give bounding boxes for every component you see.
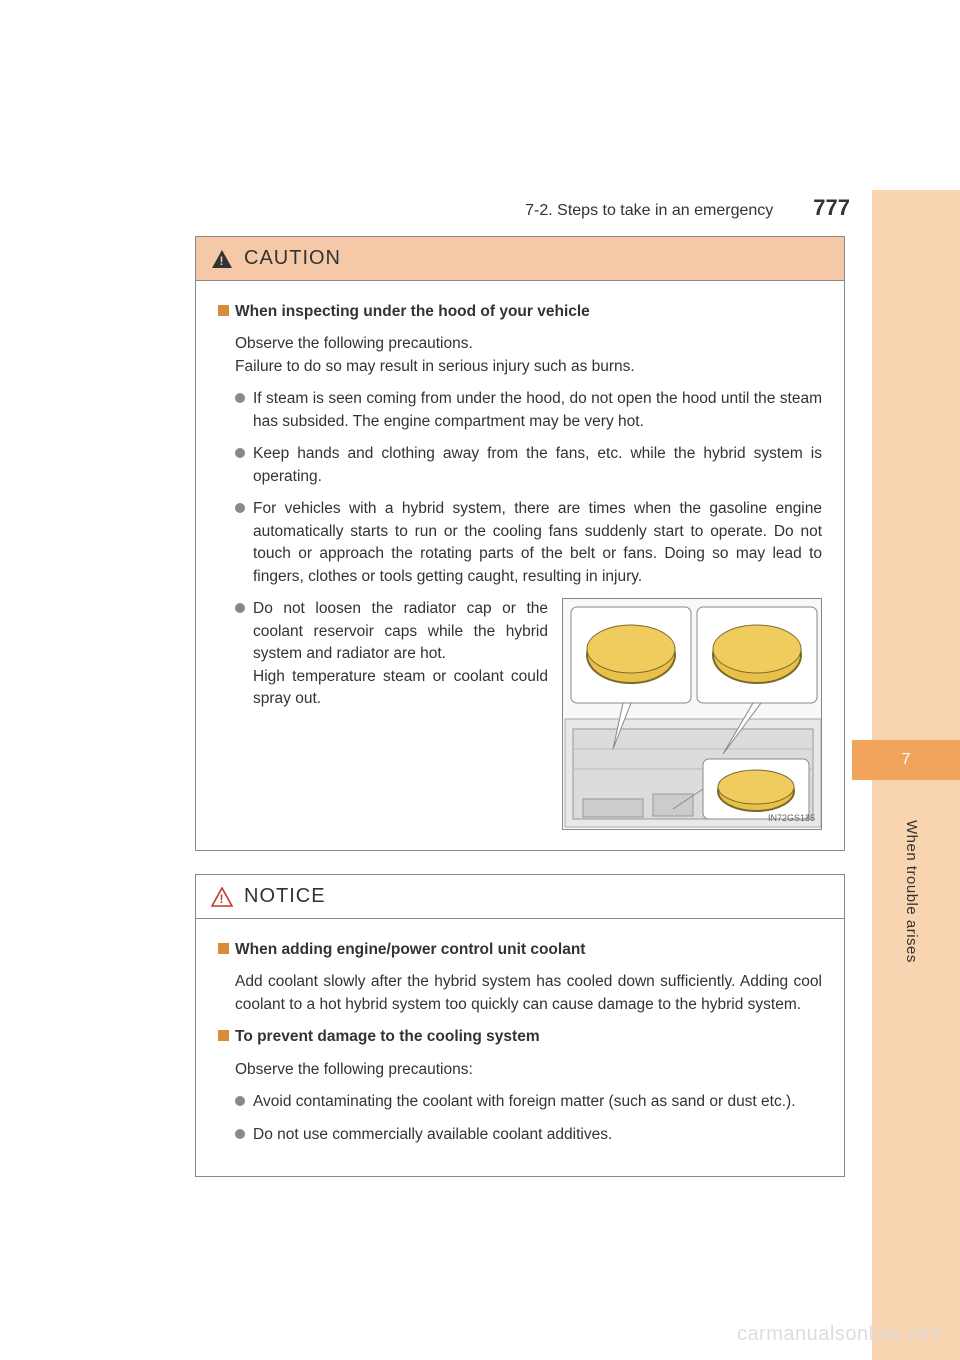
round-bullet-icon xyxy=(235,448,245,458)
warning-icon: ! xyxy=(210,247,234,271)
round-bullet-icon xyxy=(235,503,245,513)
round-bullet-icon xyxy=(235,393,245,403)
square-bullet-icon xyxy=(218,943,229,954)
caution-bullet-4-row: Do not loosen the radiator cap or the co… xyxy=(235,598,822,830)
chapter-tab: 7 xyxy=(852,740,960,780)
section-title: 7-2. Steps to take in an emergency xyxy=(525,202,773,220)
notice-header: ! NOTICE xyxy=(196,875,844,919)
notice-para-2: Observe the following precautions: xyxy=(235,1059,822,1081)
notice-para-1: Add coolant slowly after the hybrid syst… xyxy=(235,971,822,1016)
bullet-text: If steam is seen coming from under the h… xyxy=(253,388,822,433)
heading-text: To prevent damage to the cooling system xyxy=(235,1026,540,1048)
square-bullet-icon xyxy=(218,305,229,316)
caution-body: When inspecting under the hood of your v… xyxy=(196,281,844,850)
notice-heading-1: When adding engine/power control unit co… xyxy=(218,939,822,961)
bullet-text: Keep hands and clothing away from the fa… xyxy=(253,443,822,488)
notice-body: When adding engine/power control unit co… xyxy=(196,919,844,1176)
heading-text: When adding engine/power control unit co… xyxy=(235,939,585,961)
notice-bullet-2: Do not use commercially available coolan… xyxy=(235,1124,822,1146)
caution-intro: Observe the following precautions. Failu… xyxy=(235,333,822,378)
caution-heading-1: When inspecting under the hood of your v… xyxy=(218,301,822,323)
caution-bullet-3: For vehicles with a hybrid system, there… xyxy=(235,498,822,588)
heading-text: When inspecting under the hood of your v… xyxy=(235,301,590,323)
square-bullet-icon xyxy=(218,1030,229,1041)
round-bullet-icon xyxy=(235,1096,245,1106)
bullet-text: Do not use commercially available coolan… xyxy=(253,1124,822,1146)
caution-bullet-4-text: Do not loosen the radiator cap or the co… xyxy=(235,598,548,712)
page-number: 777 xyxy=(813,195,850,221)
notice-bullet-1: Avoid contaminating the coolant with for… xyxy=(235,1091,822,1113)
notice-heading-2: To prevent damage to the cooling system xyxy=(218,1026,822,1048)
warning-outline-icon: ! xyxy=(210,885,234,909)
round-bullet-icon xyxy=(235,603,245,613)
svg-text:!: ! xyxy=(220,892,225,906)
watermark: carmanualsonline.info xyxy=(737,1323,942,1346)
intro-line-1: Observe the following precautions. xyxy=(235,335,473,352)
svg-text:!: ! xyxy=(220,254,225,268)
caution-box: ! CAUTION When inspecting under the hood… xyxy=(195,236,845,851)
figure-label: IN72GS135 xyxy=(768,812,815,825)
caution-title: CAUTION xyxy=(244,247,341,270)
bullet-text: Avoid contaminating the coolant with for… xyxy=(253,1091,822,1113)
caution-bullet-2: Keep hands and clothing away from the fa… xyxy=(235,443,822,488)
intro-line-2: Failure to do so may result in serious i… xyxy=(235,358,635,375)
caution-header: ! CAUTION xyxy=(196,237,844,281)
b4-line-b: High temperature steam or coolant could … xyxy=(253,668,548,707)
bullet-text: Do not loosen the radiator cap or the co… xyxy=(253,598,548,710)
page-header: 7-2. Steps to take in an emergency 777 xyxy=(400,195,850,219)
notice-title: NOTICE xyxy=(244,885,326,908)
bullet-text: For vehicles with a hybrid system, there… xyxy=(253,498,822,588)
section-vertical-label: When trouble arises xyxy=(903,820,920,963)
engine-diagram: IN72GS135 xyxy=(562,598,822,830)
caution-bullet-1: If steam is seen coming from under the h… xyxy=(235,388,822,433)
notice-box: ! NOTICE When adding engine/power contro… xyxy=(195,874,845,1177)
round-bullet-icon xyxy=(235,1129,245,1139)
b4-line-a: Do not loosen the radiator cap or the co… xyxy=(253,600,548,662)
chapter-number: 7 xyxy=(902,751,911,769)
page-area: 7 When trouble arises 7-2. Steps to take… xyxy=(0,0,960,1358)
